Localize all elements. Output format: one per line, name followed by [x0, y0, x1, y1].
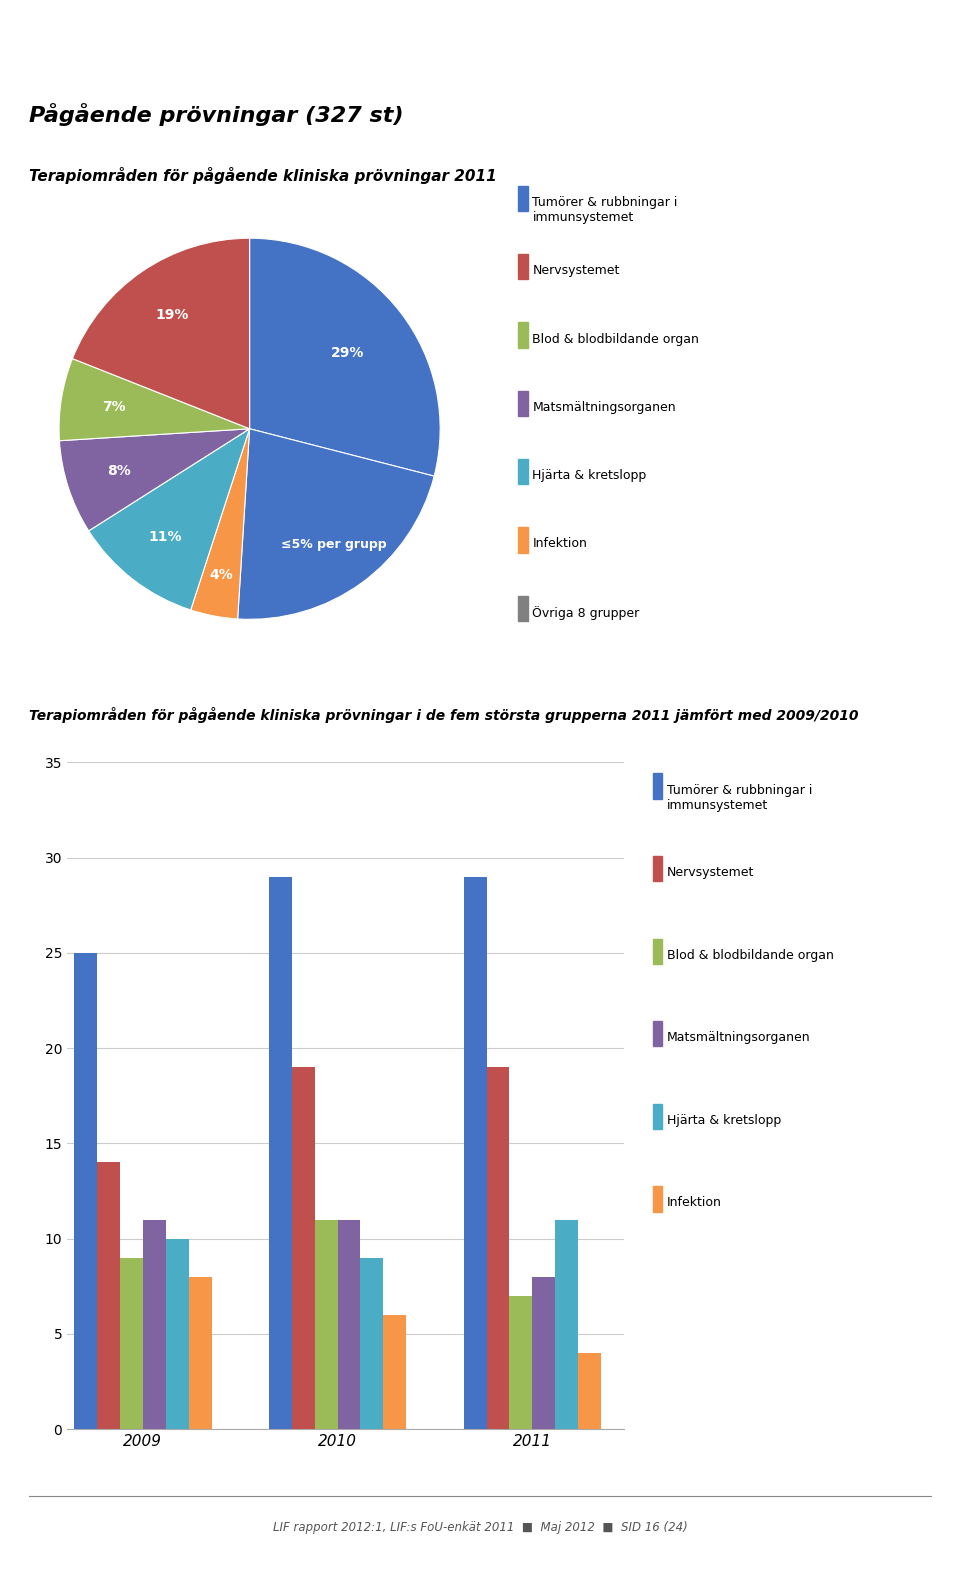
Wedge shape [88, 429, 250, 610]
Text: Infektion: Infektion [533, 537, 588, 551]
Text: Blod & blodbildande organ: Blod & blodbildande organ [533, 332, 699, 346]
Bar [74, 953, 97, 1429]
Bar [361, 1258, 383, 1429]
Bar [464, 877, 487, 1429]
Text: Nervsystemet: Nervsystemet [533, 264, 620, 278]
Text: Terapiområden för pågående kliniska prövningar i de fem största grupperna 2011 j: Terapiområden för pågående kliniska pröv… [29, 707, 858, 723]
Text: Övriga 8 grupper: Övriga 8 grupper [533, 605, 639, 619]
Text: Pågående prövningar (327 st): Pågående prövningar (327 st) [29, 103, 403, 125]
Text: 8%: 8% [108, 464, 131, 478]
Wedge shape [59, 359, 250, 441]
Bar [315, 1220, 338, 1429]
Bar [578, 1353, 601, 1429]
Bar [510, 1296, 533, 1429]
Bar [338, 1220, 361, 1429]
Text: ≤5% per grupp: ≤5% per grupp [280, 538, 387, 551]
Bar [97, 1162, 120, 1429]
Text: Terapiområden för pågående kliniska prövningar 2011: Terapiområden för pågående kliniska pröv… [29, 167, 496, 184]
Text: Tumörer & rubbningar i
immunsystemet: Tumörer & rubbningar i immunsystemet [533, 195, 678, 224]
Text: 7%: 7% [103, 400, 126, 414]
Bar [533, 1277, 555, 1429]
Bar [189, 1277, 211, 1429]
Text: Tumörer & rubbningar i
immunsystemet: Tumörer & rubbningar i immunsystemet [667, 783, 812, 811]
Wedge shape [191, 429, 250, 619]
Bar [166, 1239, 189, 1429]
Text: Nervsystemet: Nervsystemet [667, 865, 755, 880]
Text: 4%: 4% [210, 569, 233, 581]
Wedge shape [238, 429, 434, 619]
Text: Hjärta & kretslopp: Hjärta & kretslopp [667, 1113, 781, 1127]
Text: Matsmältningsorganen: Matsmältningsorganen [667, 1031, 810, 1045]
Text: 11%: 11% [149, 530, 182, 545]
Text: Matsmältningsorganen: Matsmältningsorganen [533, 400, 676, 414]
Bar [487, 1067, 510, 1429]
Text: Hjärta & kretslopp: Hjärta & kretslopp [533, 468, 647, 483]
Text: Infektion: Infektion [667, 1196, 722, 1210]
Bar [555, 1220, 578, 1429]
Wedge shape [72, 238, 250, 429]
Text: 29%: 29% [331, 346, 364, 360]
Bar [269, 877, 292, 1429]
Wedge shape [60, 429, 250, 530]
Bar [383, 1315, 406, 1429]
Bar [292, 1067, 315, 1429]
Text: LIF rapport 2012:1, LIF:s FoU-enkät 2011  ■  Maj 2012  ■  SID 16 (24): LIF rapport 2012:1, LIF:s FoU-enkät 2011… [273, 1521, 687, 1534]
Wedge shape [250, 238, 440, 476]
Bar [143, 1220, 166, 1429]
Text: Blod & blodbildande organ: Blod & blodbildande organ [667, 948, 833, 962]
Bar [120, 1258, 143, 1429]
Text: 19%: 19% [156, 308, 189, 322]
